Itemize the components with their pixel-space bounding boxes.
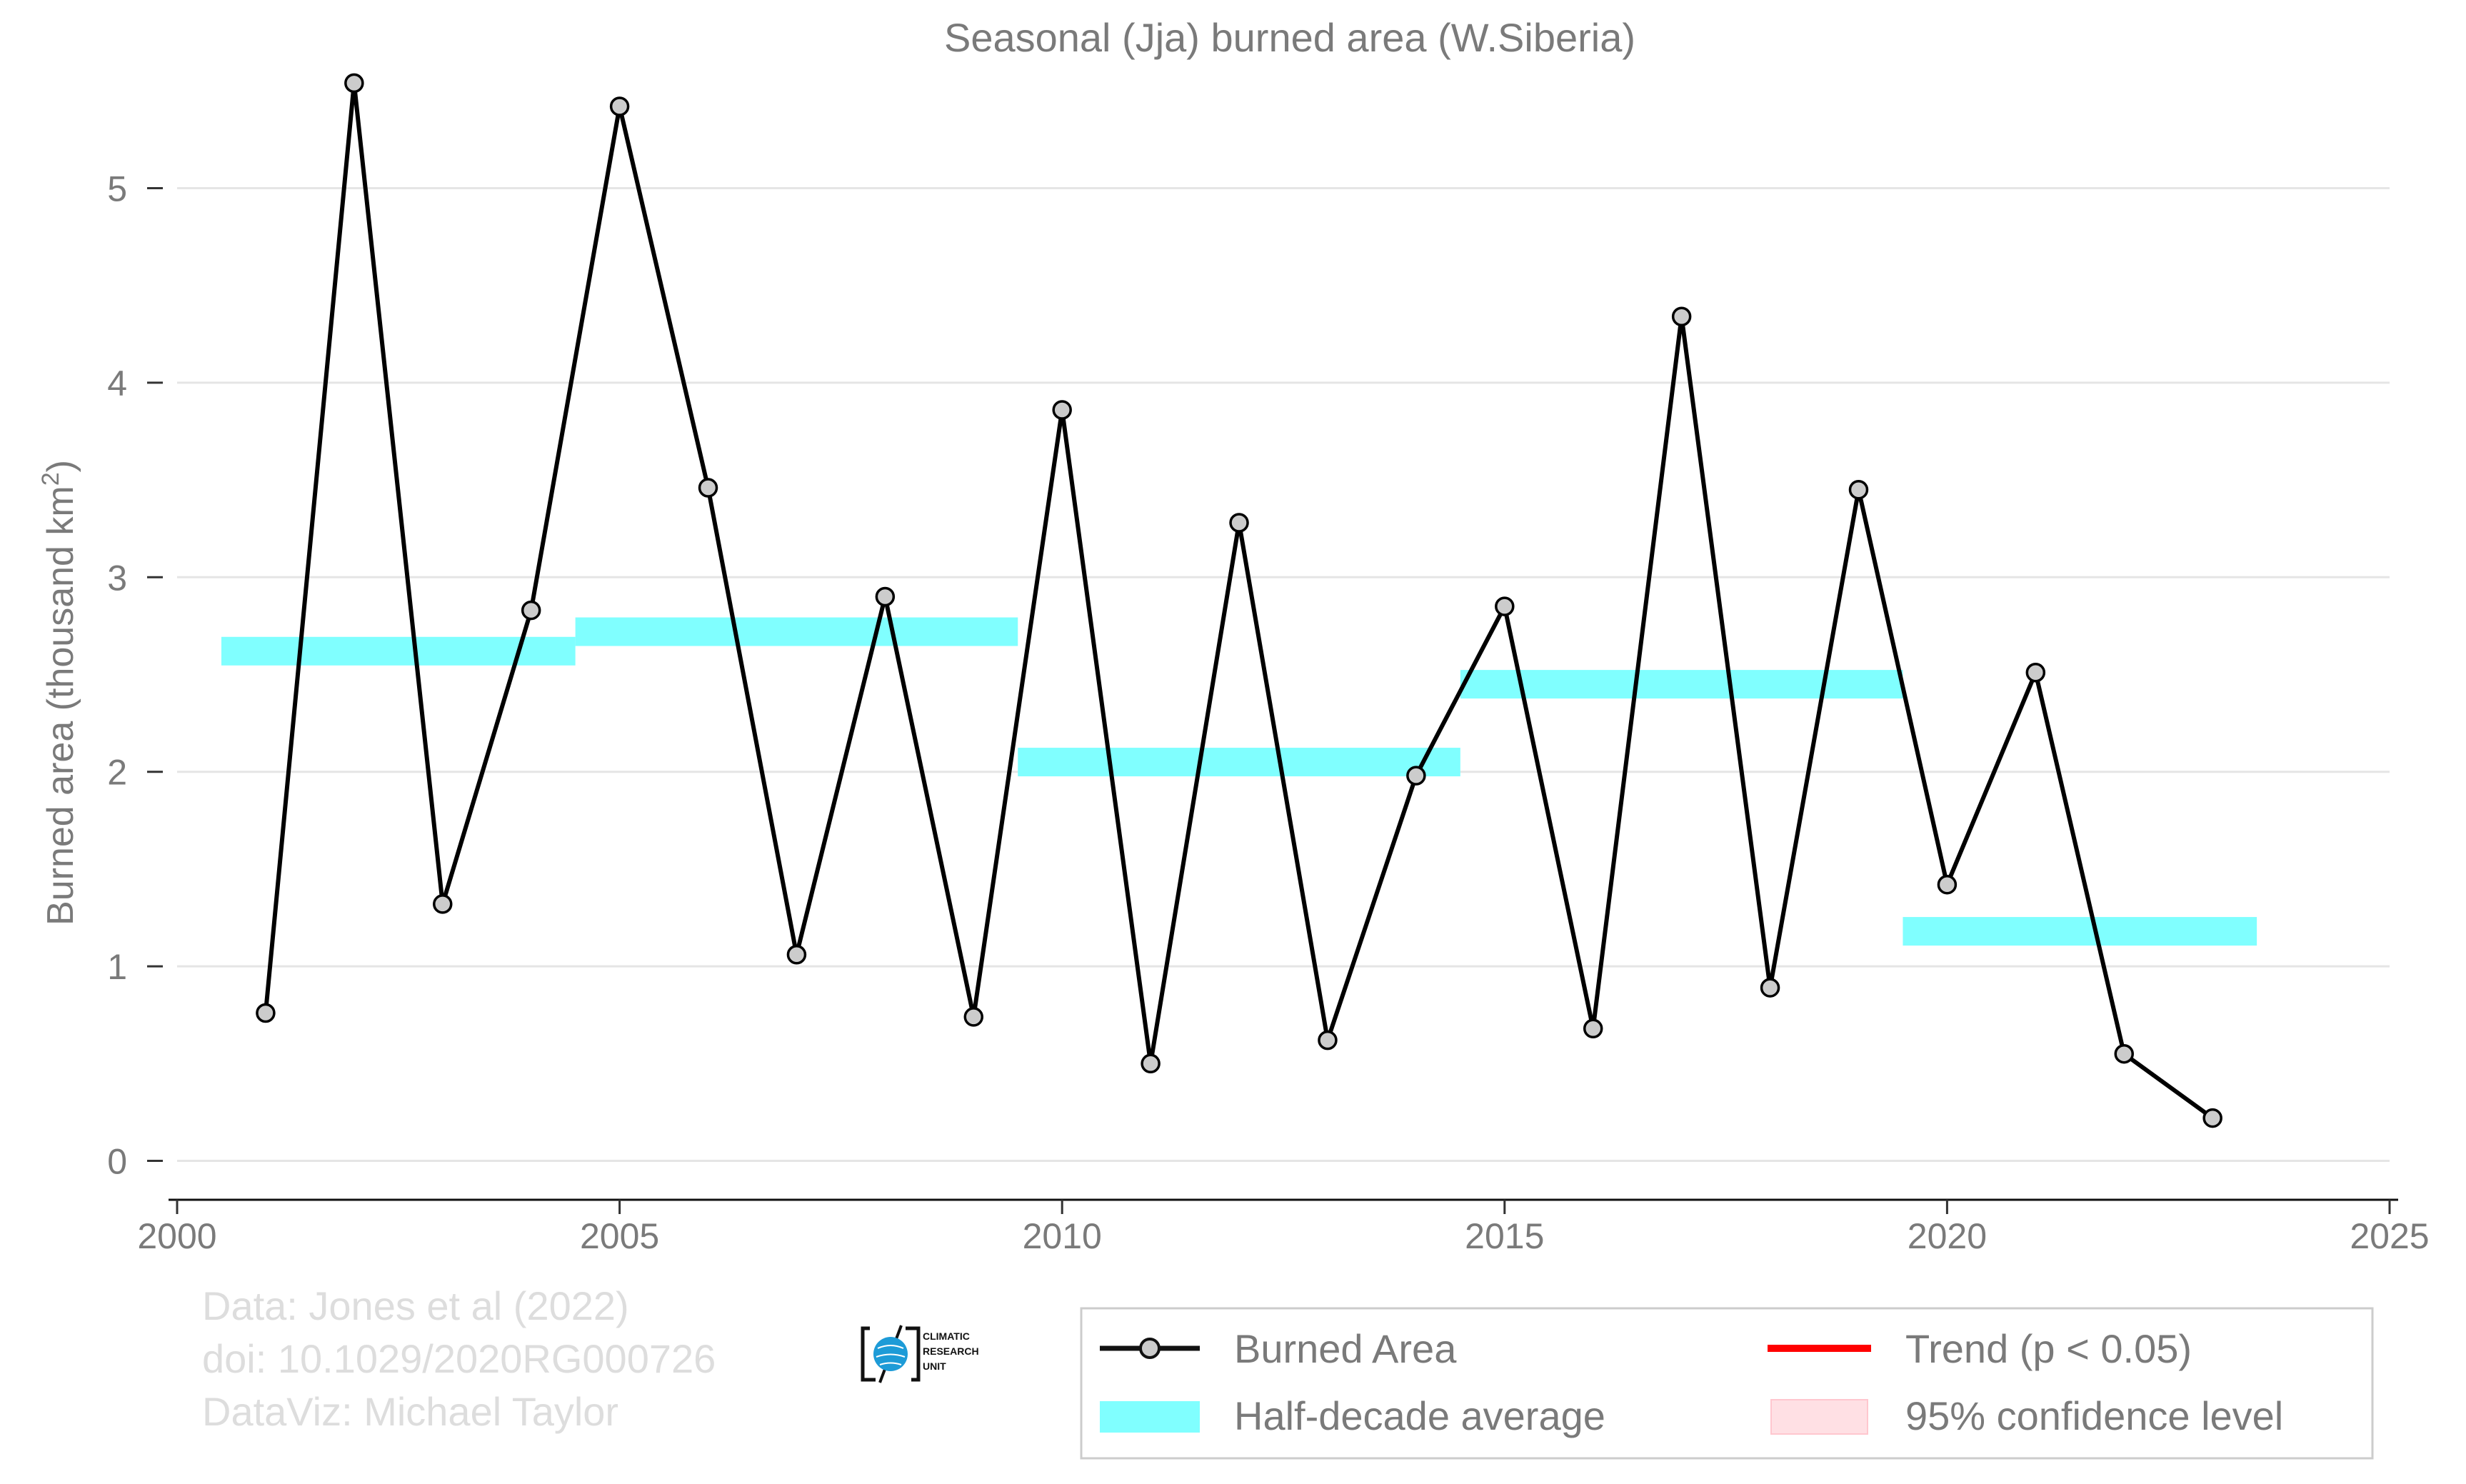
logo-text-climatic: CLIMATIC [923,1330,970,1342]
legend-trend-label: Trend (p < 0.05) [1905,1326,2192,1371]
data-point-2006 [698,478,718,498]
y-axis-title-suffix: ) [40,460,81,472]
data-point-2004 [521,600,541,621]
data-point-2015 [1495,596,1515,616]
legend: Burned Area Trend (p < 0.05) Half-decade… [1080,1307,2374,1460]
logo-globe-lines [876,1345,906,1365]
logo-text-unit: UNIT [923,1360,946,1372]
x-tick-label-2000: 2000 [137,1216,216,1256]
cru-logo: CLIMATIC RESEARCH UNIT [861,1325,979,1383]
x-tick-label-2005: 2005 [580,1216,659,1256]
data-credits: Data: Jones et al (2022) doi: 10.1029/20… [202,1283,716,1434]
data-point-2003 [433,894,453,914]
data-point-2008 [875,586,896,607]
legend-box [1080,1307,2374,1460]
y-axis-ticks: 0 1 2 3 4 5 [107,169,163,1182]
data-point-2016 [1583,1018,1603,1039]
half-decade-band-3 [1460,670,1903,699]
data-point-2009 [963,1007,984,1027]
data-point-2018 [1760,978,1780,998]
y-tick-label-1: 1 [107,947,127,987]
logo-bracket-left [861,1326,876,1382]
legend-confidence-label: 95% confidence level [1905,1393,2283,1438]
y-tick-label-0: 0 [107,1142,127,1182]
data-point-2017 [1671,306,1692,326]
half-decade-bands [221,617,2257,946]
half-decade-band-2 [1018,748,1460,777]
x-tick-label-2015: 2015 [1465,1216,1544,1256]
y-tick-label-2: 2 [107,753,127,793]
data-point-2014 [1406,766,1426,786]
data-point-2005 [609,96,630,116]
x-axis-ticks: 2000 2005 2010 2015 2020 2025 [137,1200,2430,1256]
x-tick-label-2010: 2010 [1023,1216,1102,1256]
x-tick-label-2020: 2020 [1908,1216,1987,1256]
chart-title: Seasonal (Jja) burned area (W.Siberia) [944,15,1635,60]
legend-confidence-swatch [1770,1399,1868,1435]
y-axis-title: Burned area (thousand km2) [37,460,81,926]
logo-bracket-right [906,1326,921,1382]
y-axis-title-main: Burned area (thousand km [40,486,81,926]
legend-burned-area-label: Burned Area [1234,1326,1457,1371]
half-decade-band-1 [575,617,1018,646]
y-axis-title-superscript: 2 [37,472,64,486]
credit-data-source: Data: Jones et al (2022) [202,1283,629,1328]
data-point-2020 [1937,874,1958,895]
data-point-2021 [2025,663,2046,683]
y-tick-label-4: 4 [107,364,127,403]
credit-dataviz: DataViz: Michael Taylor [202,1389,618,1434]
legend-half-decade-swatch [1100,1401,1200,1433]
burned-area-markers [256,73,2222,1128]
data-point-2010 [1052,400,1072,420]
data-point-2019 [1848,479,1869,500]
y-tick-label-5: 5 [107,169,127,209]
data-point-2011 [1141,1053,1161,1074]
data-point-2007 [786,945,807,965]
data-point-2022 [2114,1043,2134,1064]
data-point-2023 [2202,1108,2222,1128]
credit-doi: doi: 10.1029/2020RG000726 [202,1336,716,1381]
x-tick-label-2025: 2025 [2350,1216,2429,1256]
y-tick-label-3: 3 [107,558,127,598]
data-point-2002 [344,73,364,94]
logo-text-research: RESEARCH [923,1345,979,1357]
data-point-2012 [1229,513,1249,533]
data-point-2013 [1318,1030,1338,1051]
half-decade-band-4 [1903,917,2257,946]
data-point-2001 [256,1003,276,1023]
legend-burned-area-marker [1139,1338,1161,1359]
legend-half-decade-label: Half-decade average [1234,1393,1605,1438]
